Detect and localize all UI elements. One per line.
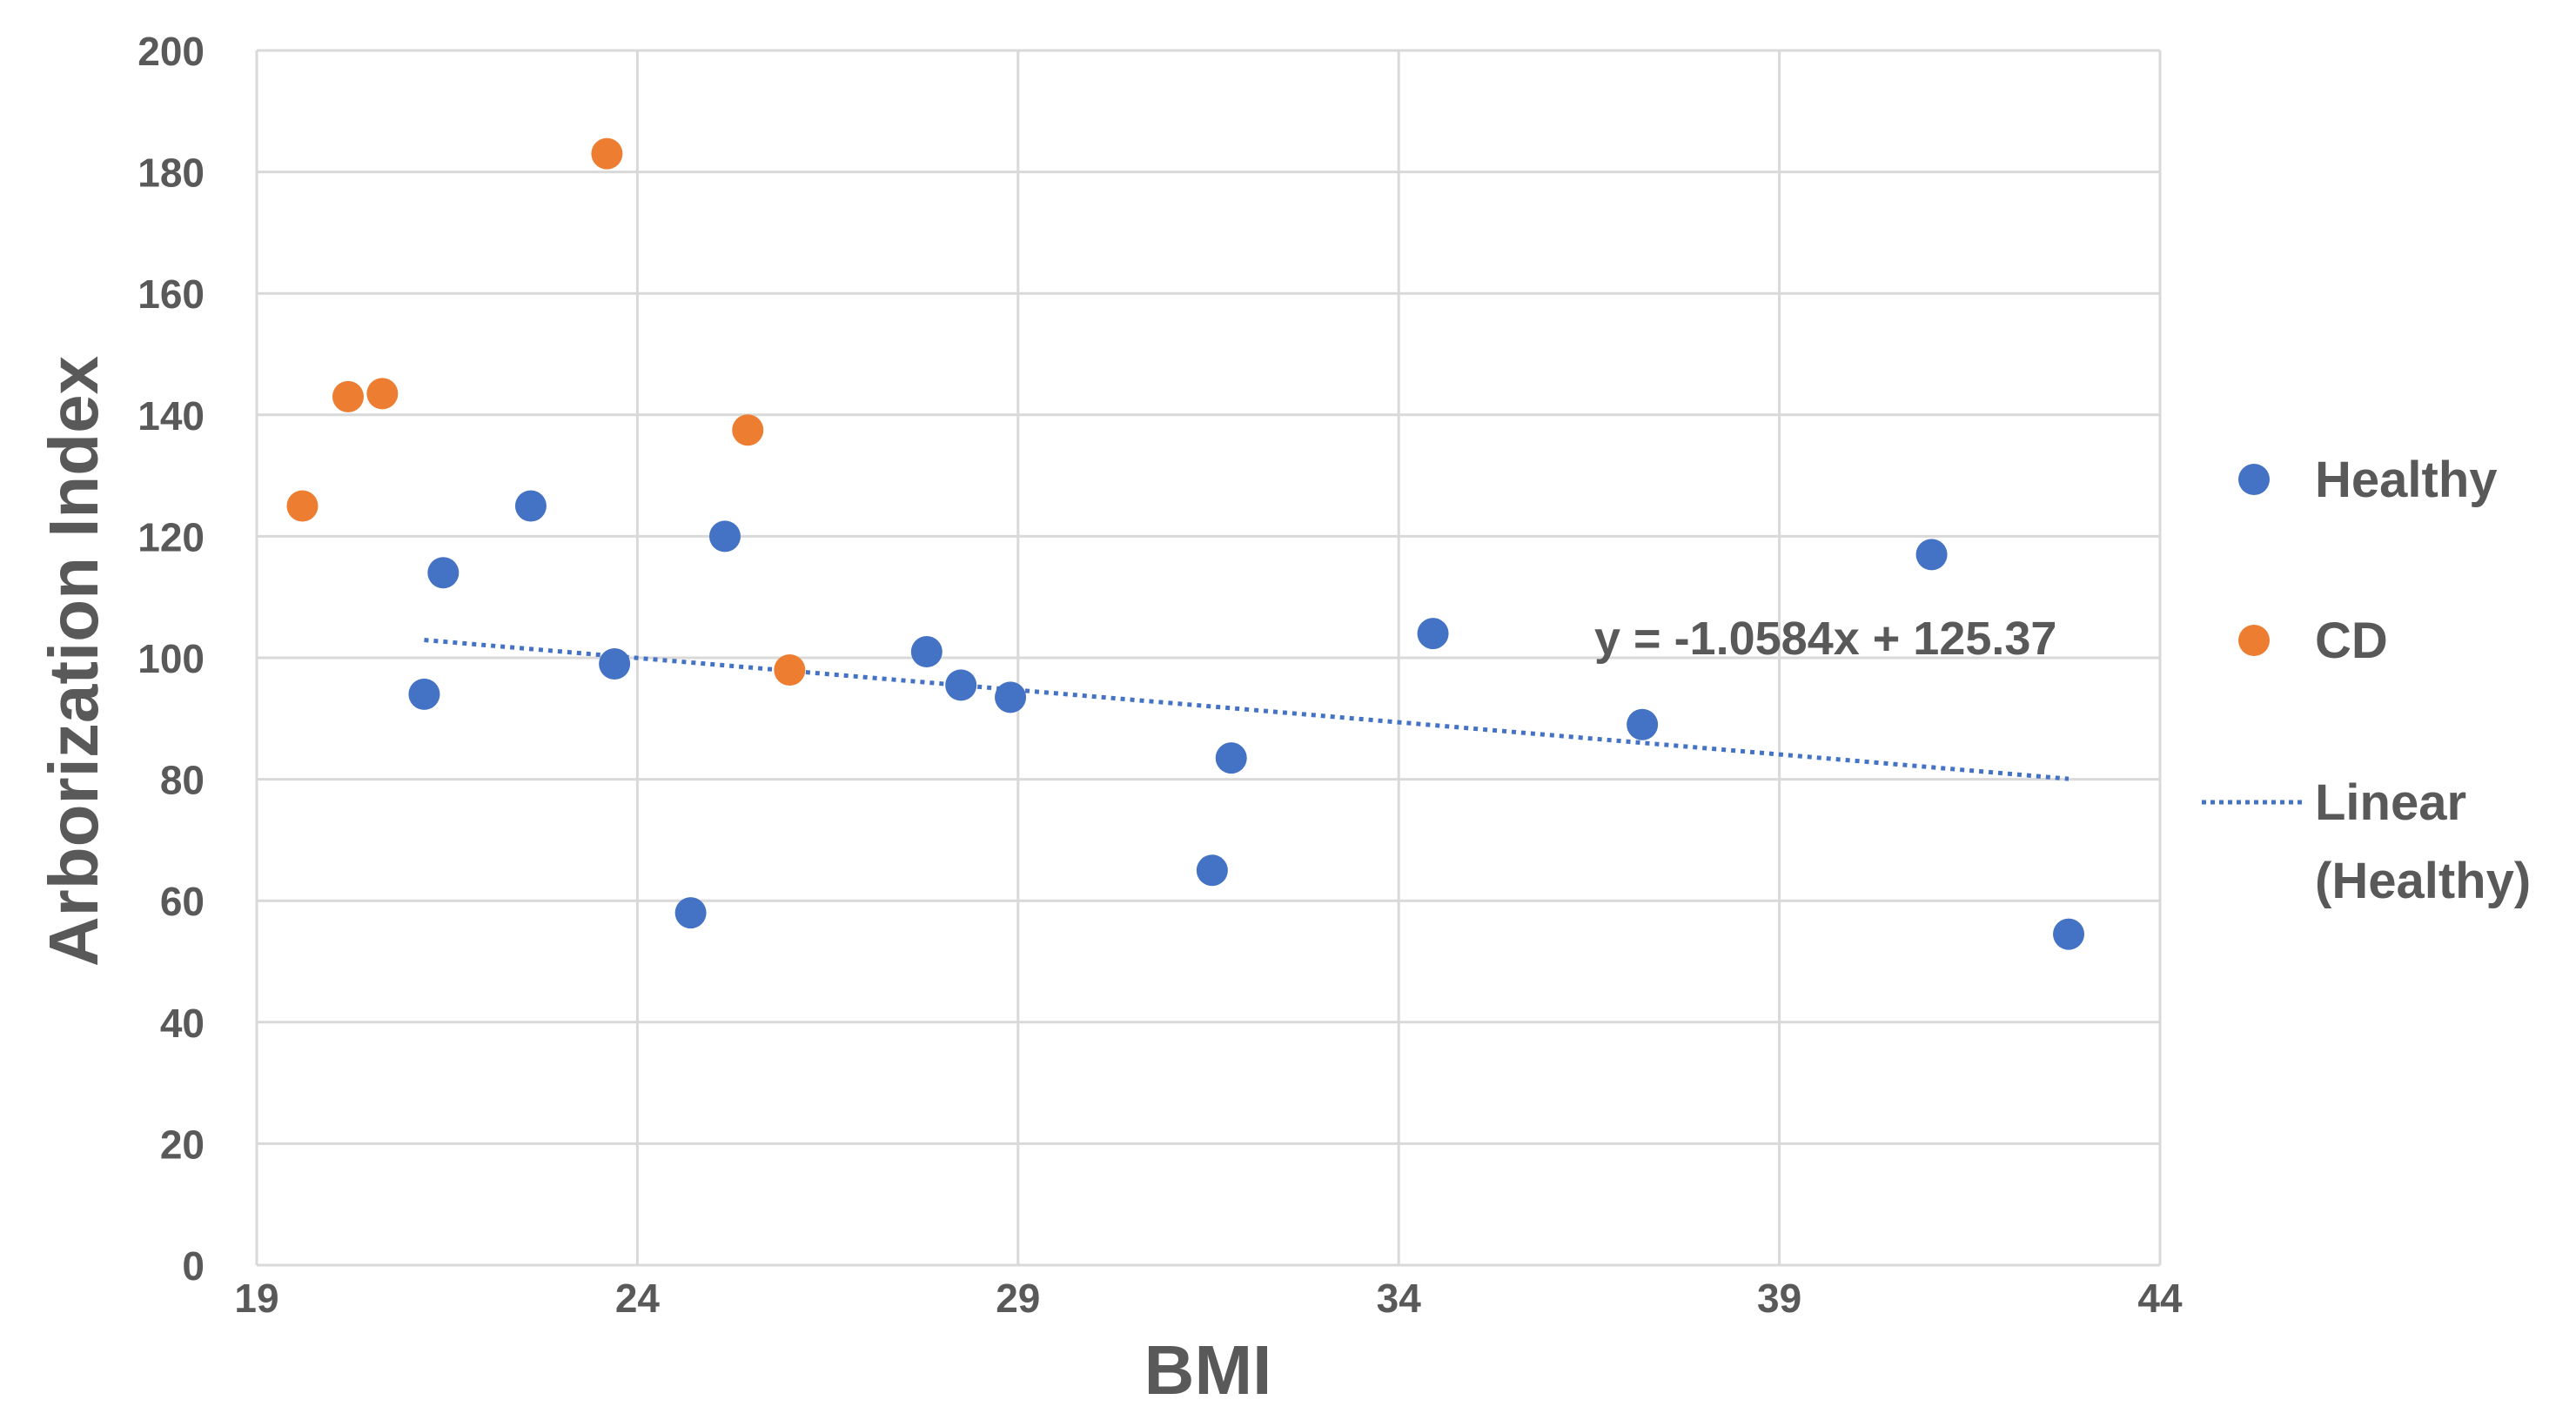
point-healthy [1196, 854, 1228, 887]
y-tick-label: 60 [160, 879, 205, 924]
point-healthy [1215, 742, 1247, 774]
point-healthy [1627, 708, 1659, 740]
point-healthy [408, 678, 440, 710]
point-healthy [995, 681, 1027, 713]
x-tick-label: 29 [996, 1276, 1040, 1321]
point-cd [774, 653, 806, 686]
point-cd [286, 490, 319, 522]
legend-trendline-label-line2: (Healthy) [2315, 853, 2531, 909]
y-tick-label: 40 [160, 1001, 205, 1046]
point-healthy [709, 520, 741, 553]
point-healthy [599, 647, 631, 680]
point-cd [732, 414, 764, 446]
y-tick-labels: 0 20 40 60 80 100 120 140 160 180 200 [138, 29, 205, 1289]
x-tick-label: 24 [615, 1276, 661, 1321]
point-healthy [514, 490, 547, 522]
point-cd [366, 378, 399, 410]
trendline-group [424, 638, 2070, 781]
legend: Healthy CD Linear (Healthy) [2202, 452, 2531, 909]
y-tick-label: 120 [138, 514, 205, 559]
point-healthy [1915, 539, 1948, 571]
x-tick-label: 34 [1377, 1276, 1422, 1321]
x-tick-label: 19 [234, 1276, 278, 1321]
y-axis-title: Arborization Index [35, 356, 112, 967]
y-tick-label: 140 [138, 393, 205, 439]
x-axis-title: BMI [1144, 1331, 1272, 1409]
x-tick-labels: 19 24 29 34 39 44 [234, 1276, 2183, 1321]
y-tick-label: 180 [138, 151, 205, 196]
legend-item-linear-healthy[interactable]: Linear (Healthy) [2202, 774, 2531, 909]
legend-item-cd[interactable]: CD [2238, 613, 2388, 669]
legend-healthy-label: Healthy [2315, 452, 2498, 508]
point-healthy [427, 557, 460, 589]
point-healthy [674, 897, 707, 929]
point-healthy [2053, 918, 2085, 950]
point-cd [591, 137, 623, 170]
y-tick-label: 100 [138, 636, 205, 681]
point-healthy [945, 669, 977, 701]
trendline-equation: y = -1.0584x + 125.37 [1594, 613, 2056, 665]
y-tick-label: 80 [160, 758, 205, 803]
y-tick-label: 160 [138, 271, 205, 317]
trendline-healthy [424, 638, 2070, 781]
y-tick-label: 0 [182, 1243, 205, 1289]
point-healthy [910, 636, 943, 668]
legend-cd-label: CD [2315, 613, 2388, 669]
y-tick-label: 20 [160, 1122, 205, 1167]
legend-item-healthy[interactable]: Healthy [2238, 452, 2498, 508]
x-tick-label: 39 [1757, 1276, 1801, 1321]
legend-cd-marker [2238, 625, 2270, 656]
data-points [286, 137, 2085, 950]
legend-trendline-label-line1: Linear [2315, 774, 2466, 831]
point-healthy [1417, 618, 1449, 650]
point-cd [332, 380, 364, 412]
legend-healthy-marker [2238, 464, 2270, 495]
y-tick-label: 200 [138, 29, 205, 74]
x-tick-label: 44 [2137, 1276, 2183, 1321]
